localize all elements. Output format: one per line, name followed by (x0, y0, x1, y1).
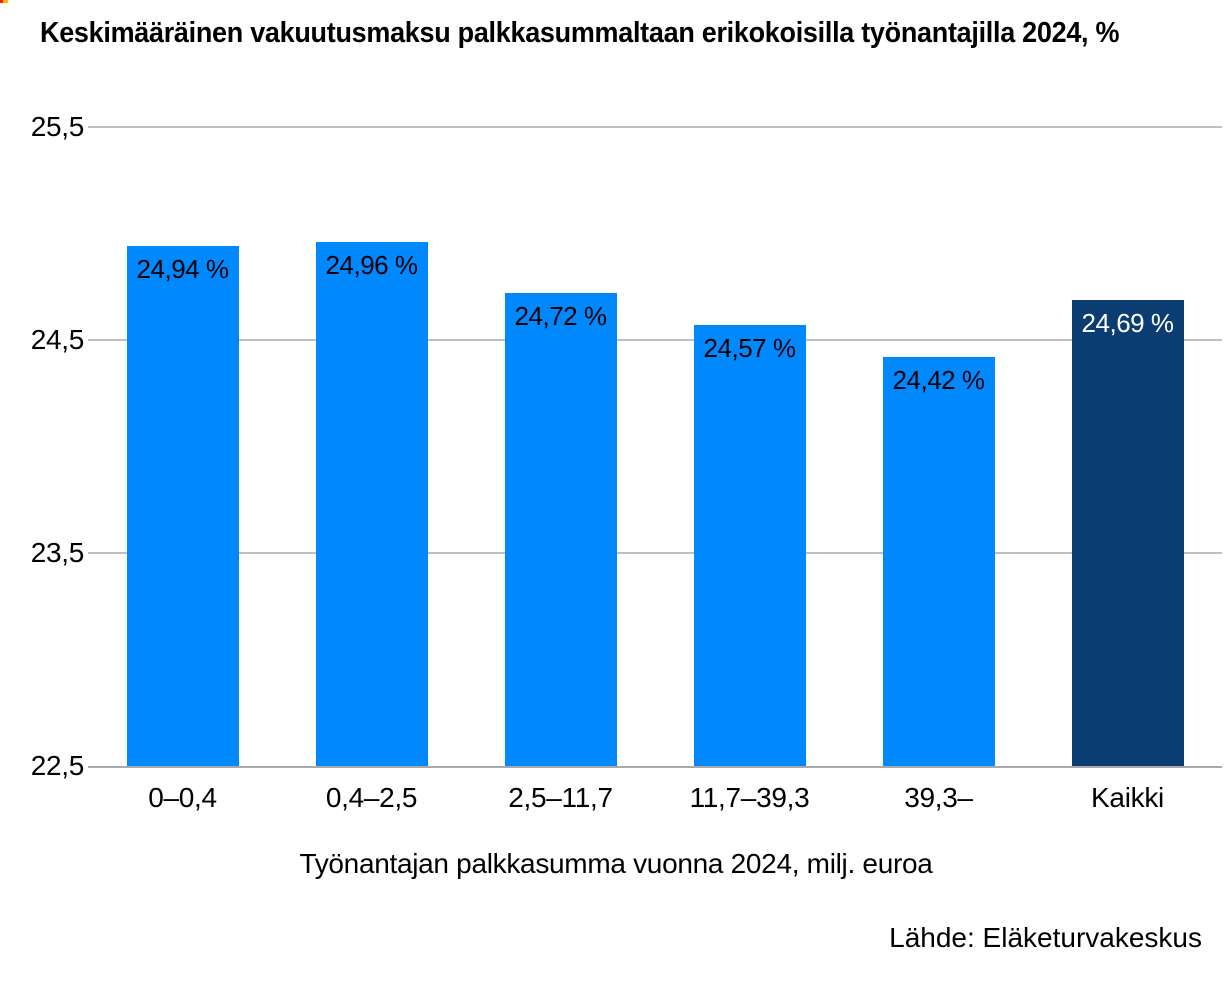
x-category-label: 0–0,4 (148, 782, 217, 813)
bar-slot: 24,94 % (88, 127, 277, 766)
bar-slot: 24,42 % (844, 127, 1033, 766)
gridline (88, 552, 1222, 554)
x-category-label: 2,5–11,7 (508, 782, 613, 813)
gridline (88, 126, 1222, 128)
plot-area: 24,94 % 24,96 % 24,72 % 24,57 % 24,42 % 24,69… (88, 126, 1222, 768)
x-category-label: 0,4–2,5 (325, 782, 418, 813)
bar: 24,72 % (504, 293, 617, 766)
chart-title: Keskimääräinen vakuutusmaksu palkkasumma… (40, 17, 1120, 49)
bar: 24,94 % (126, 246, 239, 766)
gridline (88, 339, 1222, 341)
bar-value-label: 24,72 % (514, 301, 607, 332)
bar: 24,96 % (315, 242, 428, 766)
bar-value-label: 24,57 % (703, 333, 796, 364)
bars: 24,94 % 24,96 % 24,72 % 24,57 % 24,42 % 24,69… (88, 127, 1222, 766)
x-axis-title: Työnantajan palkkasumma vuonna 2024, mil… (299, 848, 933, 879)
x-category-label: Kaikki (1091, 782, 1164, 813)
corner-mark-segment (0, 0, 3, 3)
bar: 24,57 % (693, 325, 806, 766)
corner-mark-segment (3, 0, 8, 3)
bar-value-label: 24,42 % (892, 365, 985, 396)
x-axis-categories: 0–0,4 0,4–2,5 2,5–11,7 11,7–39,3 39,3– Kaikki (88, 782, 1222, 814)
bar-slot: 24,96 % (277, 127, 466, 766)
bar-slot: 24,72 % (466, 127, 655, 766)
bar: 24,69 % (1071, 299, 1184, 766)
source-text: Lähde: Eläketurvakeskus (889, 922, 1202, 953)
y-tick-label: 22,5 (30, 750, 85, 781)
bar-value-label: 24,69 % (1081, 307, 1174, 338)
bar-slot: 24,57 % (655, 127, 844, 766)
bar: 24,42 % (882, 357, 995, 766)
bar-value-label: 24,94 % (136, 254, 229, 285)
x-category-label: 39,3– (904, 782, 973, 813)
bar-value-label: 24,96 % (325, 250, 418, 281)
y-tick-label: 25,5 (30, 111, 85, 142)
corner-mark (0, 0, 8, 3)
y-axis: 25,5 24,5 23,5 22,5 (0, 111, 85, 781)
x-category-label: 11,7–39,3 (689, 782, 810, 813)
y-tick-label: 23,5 (30, 536, 85, 568)
bar-slot: 24,69 % (1033, 127, 1222, 766)
y-tick-label: 24,5 (30, 323, 85, 355)
